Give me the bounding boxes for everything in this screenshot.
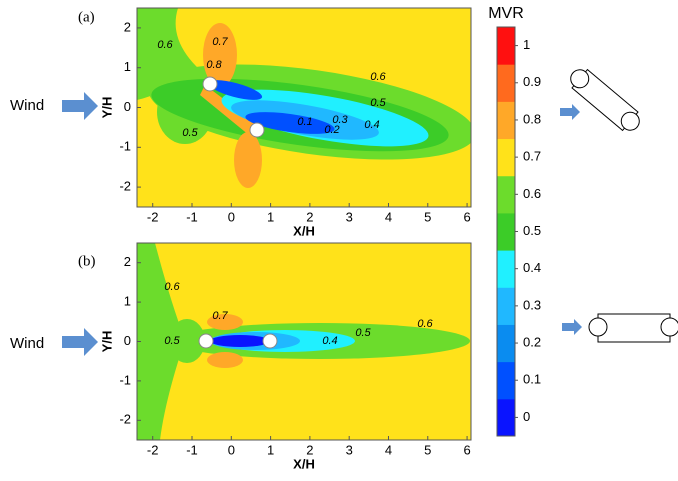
panel-label: (a) [78, 9, 95, 25]
colorbar-tick-label: 0.3 [523, 297, 541, 312]
colorbar-tick-label: 0.1 [523, 372, 541, 387]
colorbar-band [497, 64, 515, 102]
colorbar-tick-label: 0.2 [523, 334, 541, 349]
x-axis-label: X/H [293, 223, 315, 238]
colorbar-band [497, 361, 515, 400]
colorbar-title: MVR [488, 5, 524, 22]
x-tick-label: 3 [346, 442, 353, 457]
vehicle-icon [560, 68, 640, 132]
contour-label: 0.8 [206, 59, 222, 71]
wind-label: Wind [10, 97, 44, 114]
x-tick-label: -1 [186, 442, 198, 457]
colorbar-band [497, 250, 515, 288]
colorbar-band [497, 398, 515, 437]
x-tick-label: 4 [385, 209, 392, 224]
y-tick-label: 0 [124, 333, 131, 348]
contour-label: 0.1 [297, 116, 312, 128]
colorbar-tick-label: 0.4 [523, 260, 541, 275]
x-tick-label: 5 [424, 209, 431, 224]
colorbar-band [497, 287, 515, 325]
colorbar-tick-label: 0.7 [523, 149, 541, 164]
contour-label: 0.4 [364, 119, 379, 131]
contour-label: 0.5 [370, 97, 386, 109]
wind-arrow [62, 328, 98, 356]
x-tick-label: -2 [147, 209, 159, 224]
contour-label: 0.5 [355, 327, 371, 339]
contour-label: 0.6 [417, 318, 433, 330]
y-tick-label: -1 [119, 372, 131, 387]
x-tick-label: -1 [186, 209, 198, 224]
y-axis-label: Y/H [99, 97, 114, 119]
contour-label: 0.5 [164, 335, 180, 347]
wind-label: Wind [10, 335, 44, 352]
y-tick-label: -2 [119, 412, 131, 427]
colorbar-tick-label: 0.8 [523, 111, 541, 126]
y-tick-label: -2 [119, 179, 131, 194]
panel-label: (b) [78, 253, 96, 269]
x-tick-label: 3 [346, 209, 353, 224]
wind-arrow [62, 92, 98, 120]
contour-label: 0.3 [332, 114, 348, 126]
x-tick-label: 6 [463, 442, 470, 457]
y-tick-label: 2 [124, 19, 131, 34]
x-tick-label: 5 [424, 442, 431, 457]
x-axis-label: X/H [293, 456, 315, 471]
contour-label: 0.4 [322, 335, 337, 347]
x-tick-label: 4 [385, 442, 392, 457]
contour-label: 0.6 [164, 281, 180, 293]
contour-label: 0.7 [212, 36, 228, 48]
y-tick-label: 2 [124, 254, 131, 269]
colorbar-band [497, 138, 515, 177]
contour-label: 0.5 [182, 127, 198, 139]
contour-label: 0.2 [324, 124, 339, 136]
x-tick-label: 2 [306, 209, 313, 224]
colorbar-band [497, 101, 515, 140]
y-tick-label: 0 [124, 99, 131, 114]
colorbar-band [497, 175, 515, 214]
contour-field [137, 8, 471, 207]
contour-field [137, 243, 471, 440]
x-tick-label: 6 [463, 209, 470, 224]
y-tick-label: -1 [119, 139, 131, 154]
colorbar-tick-label: 0.6 [523, 186, 541, 201]
x-tick-label: 1 [267, 442, 274, 457]
y-tick-label: 1 [124, 59, 131, 74]
colorbar-tick-label: 0.5 [523, 223, 541, 238]
x-tick-label: -2 [147, 442, 159, 457]
colorbar-band [497, 27, 515, 65]
contour-label: 0.6 [370, 71, 386, 83]
colorbar-band [497, 212, 515, 251]
x-tick-label: 2 [306, 442, 313, 457]
vehicle-icon [562, 313, 678, 343]
colorbar-band [497, 324, 515, 363]
x-tick-label: 0 [228, 209, 235, 224]
colorbar-tick-label: 0 [523, 409, 530, 424]
colorbar-tick-label: 1 [523, 37, 530, 52]
colorbar-tick-label: 0.9 [523, 74, 541, 89]
y-axis-label: Y/H [99, 331, 114, 353]
contour-label: 0.7 [212, 310, 228, 322]
contour-label: 0.6 [157, 39, 173, 51]
x-tick-label: 0 [228, 442, 235, 457]
y-tick-label: 1 [124, 294, 131, 309]
x-tick-label: 1 [267, 209, 274, 224]
